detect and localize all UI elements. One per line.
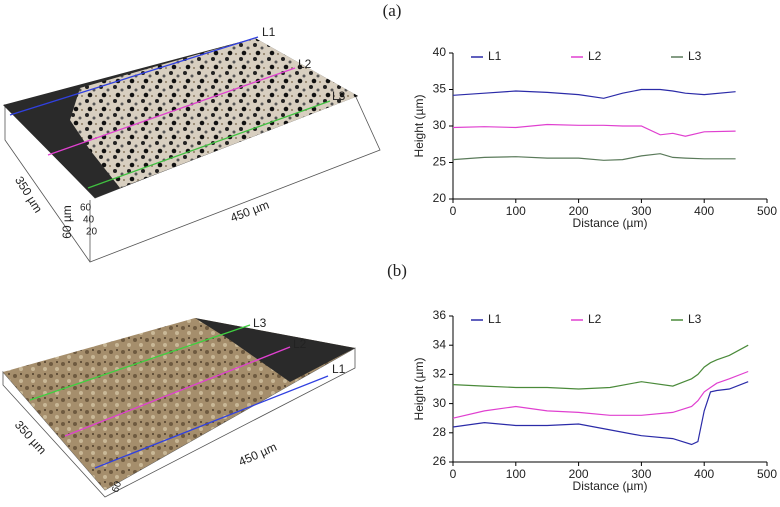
y-axis-label: Height (µm) xyxy=(412,358,426,421)
y-tick-label: 30 xyxy=(433,396,447,410)
x-tick-label: 100 xyxy=(506,467,526,481)
legend-label: L3 xyxy=(688,312,702,326)
axis-label: 450 µm xyxy=(236,440,278,469)
y-tick-label: 36 xyxy=(433,308,447,322)
y-tick-label: 20 xyxy=(433,191,447,205)
x-tick-label: 200 xyxy=(569,467,589,481)
data-line xyxy=(452,123,736,137)
surface-image xyxy=(3,36,381,263)
x-axis-label: Distance (µm) xyxy=(573,479,648,493)
legend-label: L1 xyxy=(488,49,502,63)
x-tick-label: 400 xyxy=(694,204,714,218)
data-line xyxy=(452,153,736,161)
legend-label: L2 xyxy=(588,312,602,326)
y-axis-label: Height (µm) xyxy=(412,95,426,158)
x-tick-label: 500 xyxy=(757,204,777,218)
x-tick-label: 100 xyxy=(506,204,526,218)
z-tick-label: 40 xyxy=(83,215,95,226)
y-tick-label: 26 xyxy=(433,454,447,468)
line-label: L3 xyxy=(332,89,346,103)
y-tick-label: 28 xyxy=(433,425,447,439)
line-label: L2 xyxy=(293,337,307,351)
x-tick-label: 0 xyxy=(450,467,457,481)
data-line xyxy=(452,370,749,419)
x-tick-label: 300 xyxy=(631,467,651,481)
x-tick-label: 200 xyxy=(569,204,589,218)
x-tick-label: 400 xyxy=(694,467,714,481)
data-line xyxy=(452,344,749,390)
legend-label: L2 xyxy=(588,49,602,63)
x-tick-label: 0 xyxy=(450,204,457,218)
surface-image xyxy=(2,318,356,498)
y-tick-label: 25 xyxy=(433,155,447,169)
line-label: L3 xyxy=(253,316,267,330)
line-label: L1 xyxy=(262,25,276,39)
y-tick-label: 32 xyxy=(433,367,447,381)
z-tick-label: 20 xyxy=(86,227,98,238)
y-tick-label: 35 xyxy=(433,82,447,96)
panel-label: (b) xyxy=(387,261,407,280)
line-label: L1 xyxy=(332,362,346,376)
y-tick-label: 30 xyxy=(433,118,447,132)
data-line xyxy=(452,88,736,99)
z-tick-label: 60 xyxy=(80,203,92,214)
x-axis-label: Distance (µm) xyxy=(573,216,648,230)
data-line xyxy=(452,381,749,446)
axis-label: 60 µm xyxy=(60,205,74,239)
y-tick-label: 34 xyxy=(433,337,447,351)
x-tick-label: 500 xyxy=(757,467,777,481)
y-tick-label: 40 xyxy=(433,45,447,59)
panel-label: (a) xyxy=(383,1,402,20)
legend-label: L1 xyxy=(488,312,502,326)
legend-label: L3 xyxy=(688,49,702,63)
x-tick-label: 300 xyxy=(631,204,651,218)
z-tick-label: 60 xyxy=(110,480,124,495)
line-label: L2 xyxy=(298,57,312,71)
